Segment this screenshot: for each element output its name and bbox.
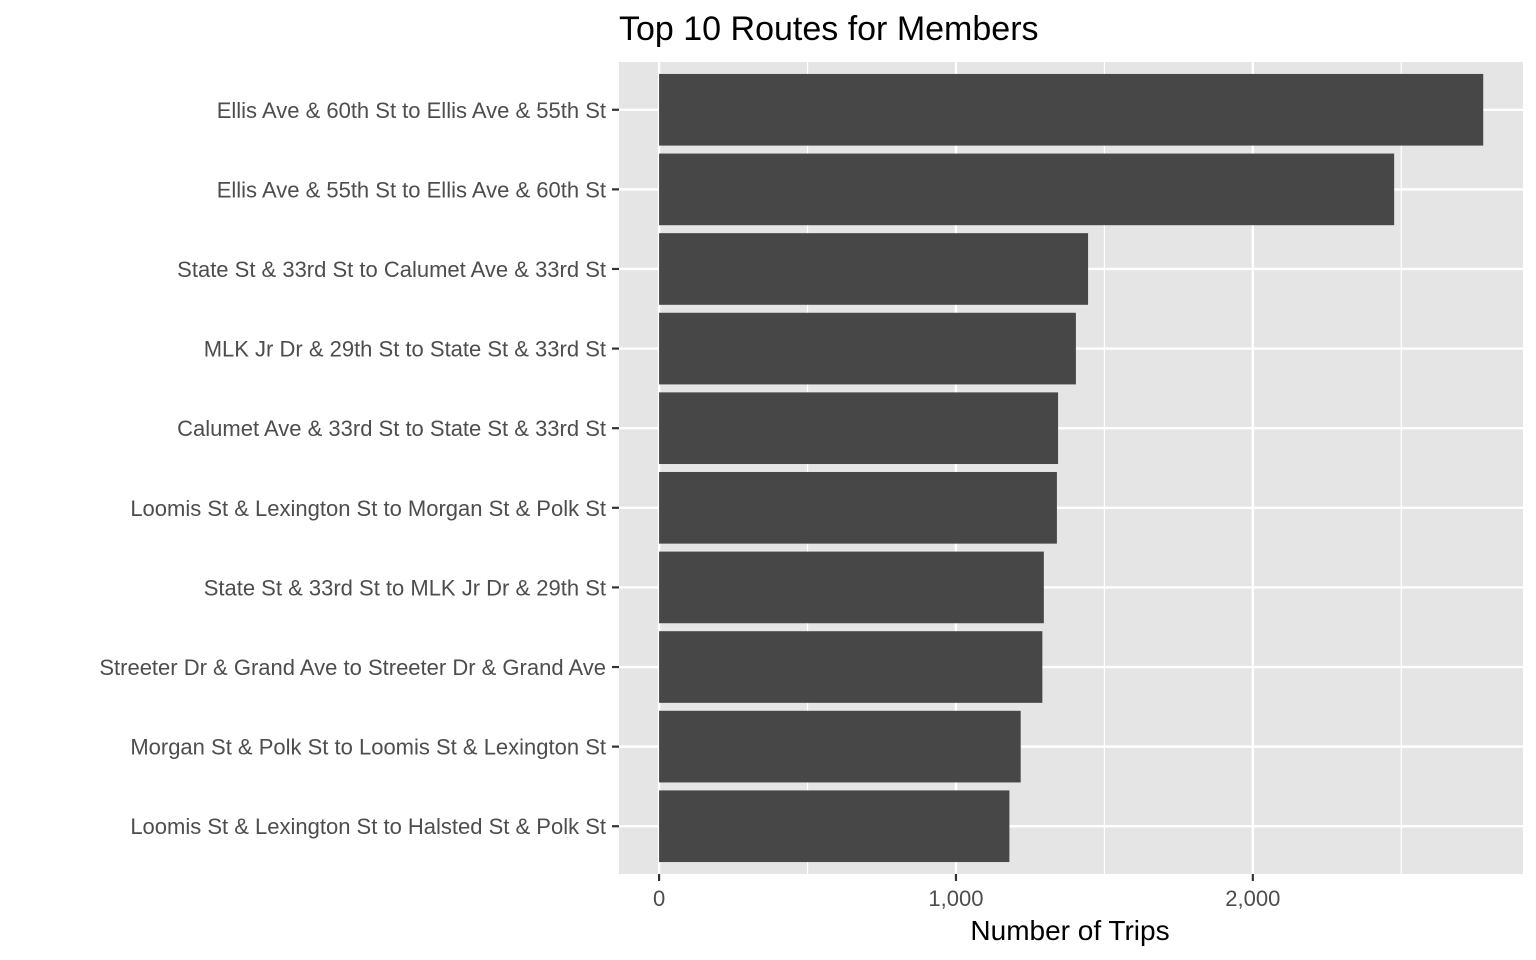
bar <box>659 710 1021 783</box>
x-axis-label: Number of Trips <box>970 915 1169 946</box>
y-tick-label: State St & 33rd St to Calumet Ave & 33rd… <box>177 257 606 282</box>
y-tick-label: MLK Jr Dr & 29th St to State St & 33rd S… <box>204 337 606 362</box>
x-tick-label: 2,000 <box>1225 886 1280 911</box>
bar <box>659 233 1089 305</box>
bar <box>659 471 1057 544</box>
y-tick-label: Ellis Ave & 55th St to Ellis Ave & 60th … <box>217 177 606 202</box>
chart-title: Top 10 Routes for Members <box>619 10 1039 48</box>
x-axis: 0 1,000 2,000 <box>653 874 1280 911</box>
bar <box>659 153 1395 226</box>
bar <box>659 790 1010 863</box>
y-tick-label: Calumet Ave & 33rd St to State St & 33rd… <box>177 416 606 441</box>
x-tick-label: 1,000 <box>928 886 983 911</box>
bar <box>659 551 1044 624</box>
bar <box>659 392 1059 465</box>
bar <box>659 631 1043 703</box>
y-tick-label: Ellis Ave & 60th St to Ellis Ave & 55th … <box>217 98 606 123</box>
y-tick-label: Morgan St & Polk St to Loomis St & Lexin… <box>130 735 606 760</box>
y-tick-label: Loomis St & Lexington St to Halsted St &… <box>130 814 606 839</box>
bar <box>659 312 1076 385</box>
y-tick-label: Streeter Dr & Grand Ave to Streeter Dr &… <box>99 655 606 680</box>
bar <box>659 73 1484 146</box>
y-tick-label: State St & 33rd St to MLK Jr Dr & 29th S… <box>204 575 606 600</box>
bars <box>659 73 1484 863</box>
x-tick-label: 0 <box>653 886 665 911</box>
y-tick-label: Loomis St & Lexington St to Morgan St & … <box>130 496 606 521</box>
y-axis: Ellis Ave & 60th St to Ellis Ave & 55th … <box>99 98 619 839</box>
